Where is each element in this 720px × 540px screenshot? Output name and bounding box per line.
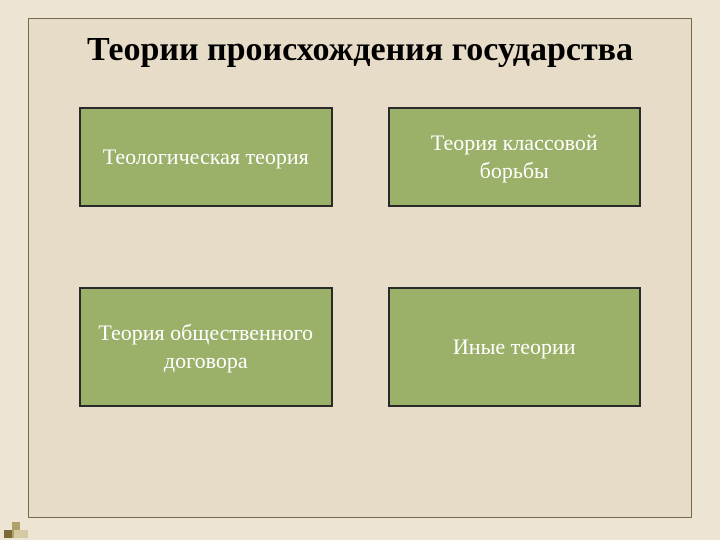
theory-box-social-contract: Теория общественного договора <box>79 287 333 407</box>
theory-label: Иные теории <box>453 333 576 361</box>
slide-inner-panel: Теории происхождения государства Теологи… <box>28 18 692 518</box>
theory-box-other: Иные теории <box>388 287 642 407</box>
slide-outer-frame: Теории происхождения государства Теологи… <box>0 0 720 540</box>
slide-title: Теории происхождения государства <box>59 29 661 72</box>
theory-box-class-struggle: Теория классовой борьбы <box>388 107 642 207</box>
corner-accent-icon <box>4 512 30 538</box>
theory-label: Теория классовой борьбы <box>400 129 630 184</box>
theory-grid: Теологическая теория Теория классовой бо… <box>59 107 661 407</box>
theory-label: Теория общественного договора <box>91 319 321 374</box>
theory-label: Теологическая теория <box>103 143 309 171</box>
theory-box-theological: Теологическая теория <box>79 107 333 207</box>
